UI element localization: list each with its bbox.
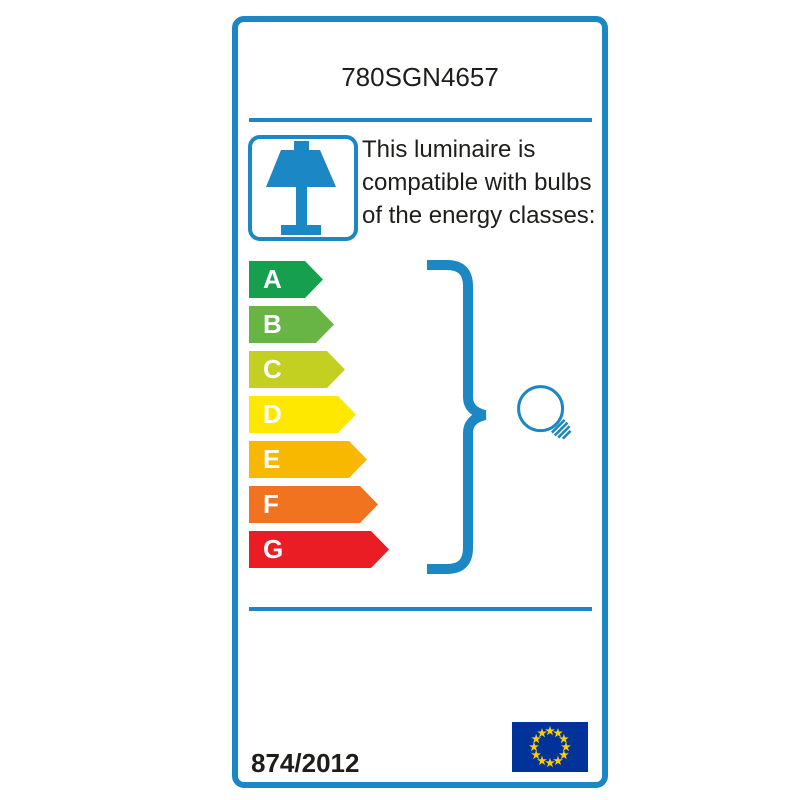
energy-class-arrow-b: B bbox=[249, 306, 334, 343]
energy-class-letter: B bbox=[263, 309, 282, 339]
energy-class-letter: A bbox=[263, 264, 282, 294]
regulation-number: 874/2012 bbox=[251, 748, 360, 778]
table-lamp-icon bbox=[266, 141, 336, 235]
compatibility-text-line: of the energy classes: bbox=[362, 202, 596, 229]
lamp-base bbox=[281, 225, 321, 235]
energy-class-arrow-f: F bbox=[249, 486, 378, 523]
energy-class-arrow-e: E bbox=[249, 441, 367, 478]
divider-top bbox=[249, 118, 592, 122]
energy-class-letter: D bbox=[263, 399, 282, 429]
light-bulb-icon bbox=[517, 385, 572, 440]
energy-class-letter: C bbox=[263, 354, 282, 384]
energy-class-letter: G bbox=[263, 534, 284, 564]
lamp-shade bbox=[266, 150, 336, 187]
energy-class-scale: A B C D E F G bbox=[249, 261, 389, 576]
eu-flag bbox=[512, 722, 588, 772]
energy-class-arrow-a: A bbox=[249, 261, 323, 298]
energy-class-arrow-d: D bbox=[249, 396, 356, 433]
divider-bottom bbox=[249, 607, 592, 611]
compatibility-text-line: This luminaire is bbox=[362, 136, 536, 163]
lamp-icon-frame bbox=[248, 135, 358, 241]
energy-label-card: 780SGN4657 This luminaire is compatible … bbox=[232, 16, 608, 788]
energy-class-letter: F bbox=[263, 489, 279, 519]
product-code: 780SGN4657 bbox=[341, 62, 499, 92]
compatibility-text-line: compatible with bulbs bbox=[362, 169, 592, 196]
energy-class-letter: E bbox=[263, 444, 281, 474]
bulb-glass bbox=[517, 385, 565, 433]
energy-class-arrow-g: G bbox=[249, 531, 389, 568]
compatibility-text: This luminaire is compatible with bulbs … bbox=[362, 133, 604, 232]
energy-class-arrow-c: C bbox=[249, 351, 345, 388]
lamp-finial bbox=[294, 141, 309, 151]
curly-brace-path bbox=[427, 260, 487, 574]
curly-brace bbox=[427, 260, 487, 574]
bulb-screw-base bbox=[550, 418, 572, 440]
lamp-stem bbox=[296, 187, 307, 227]
